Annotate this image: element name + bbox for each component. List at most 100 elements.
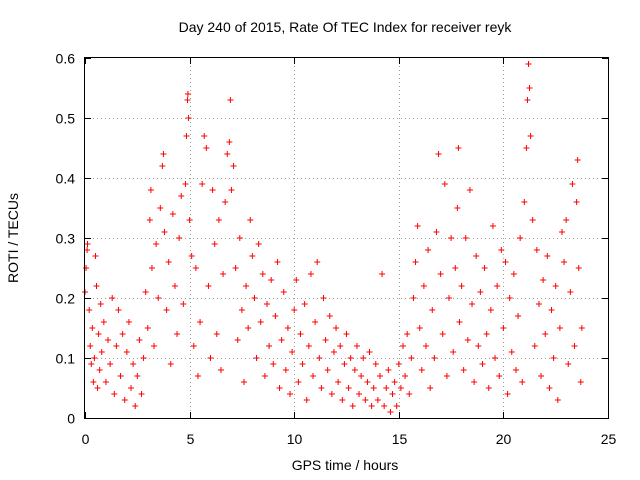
data-point — [370, 385, 377, 391]
data-point — [341, 361, 348, 367]
data-point — [83, 265, 90, 271]
data-point — [227, 97, 234, 103]
data-point — [558, 229, 565, 235]
data-point — [240, 379, 247, 385]
data-point — [546, 385, 553, 391]
data-point — [573, 199, 580, 205]
y-axis-label: ROTI / TECUs — [5, 193, 21, 283]
data-point — [326, 313, 333, 319]
data-point — [84, 247, 91, 253]
data-point — [184, 91, 191, 97]
data-point — [441, 181, 448, 187]
data-point — [362, 397, 369, 403]
data-point — [533, 247, 540, 253]
data-point — [293, 277, 300, 283]
data-point — [232, 265, 239, 271]
data-point — [171, 283, 178, 289]
data-point — [517, 235, 524, 241]
data-point — [364, 379, 371, 385]
data-point — [155, 295, 162, 301]
data-point — [105, 337, 112, 343]
data-point — [469, 301, 476, 307]
data-point — [222, 199, 229, 205]
data-point — [351, 367, 358, 373]
data-point — [402, 373, 409, 379]
data-point — [531, 343, 538, 349]
data-point — [508, 349, 515, 355]
data-point — [303, 397, 310, 403]
data-point — [151, 343, 158, 349]
data-point — [464, 337, 471, 343]
data-point — [282, 367, 289, 373]
data-point — [391, 379, 398, 385]
data-point — [519, 379, 526, 385]
data-point — [182, 181, 189, 187]
data-point — [479, 361, 486, 367]
data-point — [412, 259, 419, 265]
data-point — [176, 235, 183, 241]
data-point — [544, 253, 551, 259]
data-point — [217, 367, 224, 373]
data-point — [404, 331, 411, 337]
data-point — [147, 187, 154, 193]
data-point — [270, 361, 277, 367]
data-point — [318, 385, 325, 391]
data-point — [243, 283, 250, 289]
data-point — [96, 367, 103, 373]
data-point — [209, 187, 216, 193]
data-point — [142, 289, 149, 295]
data-point — [498, 247, 505, 253]
data-point — [312, 319, 319, 325]
data-point — [347, 355, 354, 361]
data-point — [328, 391, 335, 397]
data-point — [307, 271, 314, 277]
data-point — [184, 97, 191, 103]
data-point — [443, 373, 450, 379]
y-tick-label: 0.3 — [56, 231, 76, 247]
data-point — [397, 385, 404, 391]
x-tick-label: 25 — [601, 431, 617, 447]
data-point — [420, 283, 427, 289]
data-point — [552, 283, 559, 289]
data-point — [236, 235, 243, 241]
data-point — [87, 343, 94, 349]
data-point — [379, 271, 386, 277]
data-point — [121, 397, 128, 403]
y-tick-label: 0.6 — [56, 51, 76, 67]
data-point — [185, 115, 192, 121]
data-point — [188, 253, 195, 259]
x-tick-label: 10 — [287, 431, 303, 447]
data-point — [381, 403, 388, 409]
data-point — [515, 313, 522, 319]
data-point — [448, 235, 455, 241]
y-tick-label: 0.4 — [56, 171, 76, 187]
data-point — [567, 289, 574, 295]
data-point — [98, 349, 105, 355]
data-point — [542, 331, 549, 337]
data-point — [483, 331, 490, 337]
data-point — [500, 325, 507, 331]
data-point — [372, 361, 379, 367]
data-point — [550, 355, 557, 361]
data-point — [414, 223, 421, 229]
data-point — [456, 319, 463, 325]
data-point — [425, 247, 432, 253]
data-point — [203, 145, 210, 151]
data-point — [406, 391, 413, 397]
data-point — [95, 331, 102, 337]
data-point — [280, 289, 287, 295]
data-point — [523, 145, 530, 151]
data-point — [97, 301, 104, 307]
data-point — [259, 271, 266, 277]
data-point — [247, 217, 254, 223]
data-point — [192, 265, 199, 271]
data-point — [157, 205, 164, 211]
data-point — [320, 295, 327, 301]
data-point — [287, 391, 294, 397]
data-point — [276, 385, 283, 391]
data-point — [358, 373, 365, 379]
data-point — [526, 85, 533, 91]
data-point — [333, 325, 340, 331]
data-point — [161, 229, 168, 235]
data-point — [410, 295, 417, 301]
